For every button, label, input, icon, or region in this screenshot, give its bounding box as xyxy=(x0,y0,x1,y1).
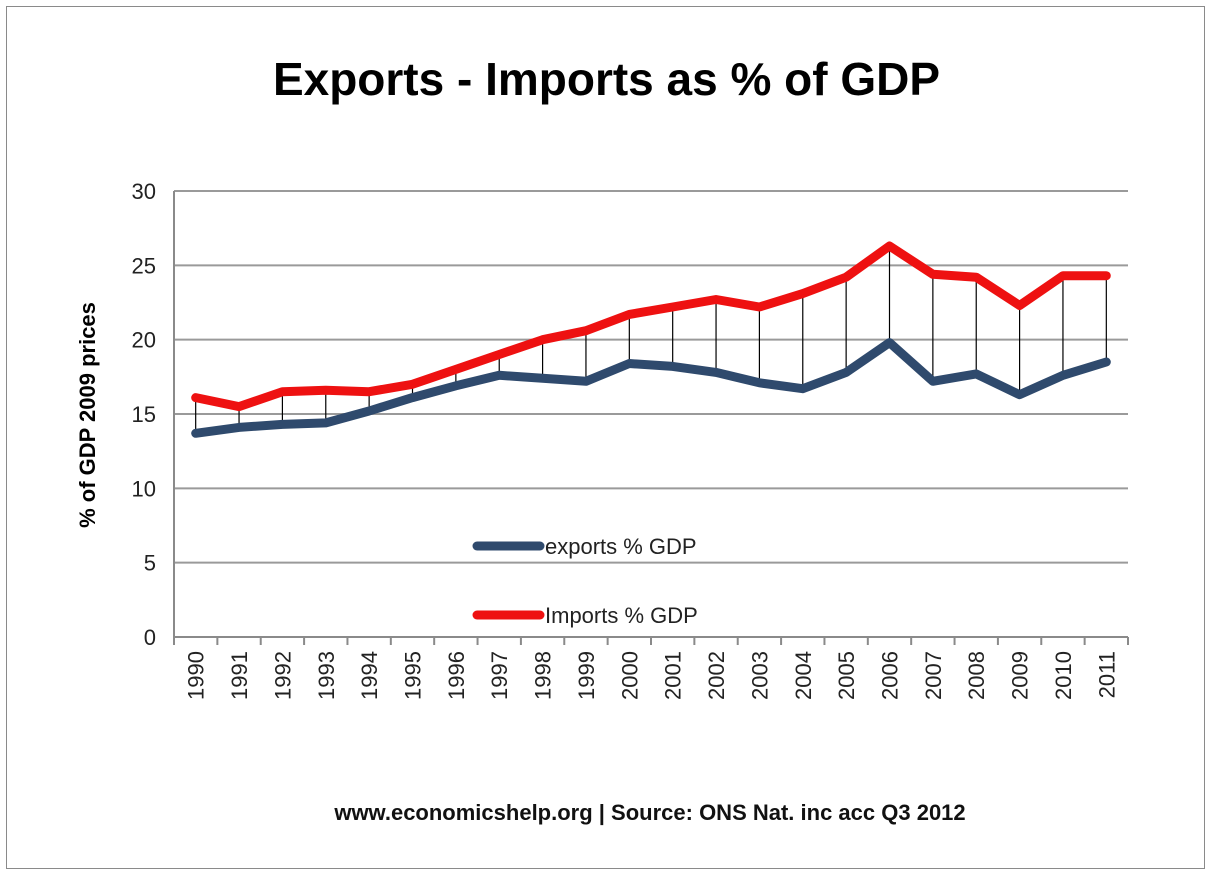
x-tick-label: 2011 xyxy=(1094,651,1119,698)
x-tick-label: 1999 xyxy=(574,651,599,700)
x-tick-label: 2010 xyxy=(1051,651,1076,700)
x-tick-label: 2009 xyxy=(1008,651,1033,700)
x-tick-label: 1998 xyxy=(531,651,556,700)
x-tick-label: 1993 xyxy=(314,651,339,700)
legend-imports-label: Imports % GDP xyxy=(545,603,698,628)
x-tick-label: 1992 xyxy=(270,651,295,700)
x-tick-label: 2000 xyxy=(617,651,642,700)
y-tick-label: 15 xyxy=(132,402,156,427)
y-tick-label: 30 xyxy=(132,179,156,204)
x-tick-label: 1991 xyxy=(227,651,252,700)
legend-exports-label: exports % GDP xyxy=(545,534,697,559)
y-tick-label: 5 xyxy=(144,551,156,576)
x-tick-label: 1990 xyxy=(184,651,209,700)
x-tick-label: 1994 xyxy=(357,651,382,700)
y-tick-label: 20 xyxy=(132,328,156,353)
x-tick-label: 2006 xyxy=(878,651,903,700)
chart-frame xyxy=(6,6,1205,869)
x-tick-label: 2005 xyxy=(834,651,859,700)
exports-series-line xyxy=(191,338,1111,438)
imports-series-line xyxy=(191,241,1111,412)
y-tick-label: 10 xyxy=(132,476,156,501)
x-tick-label: 1995 xyxy=(401,651,426,700)
source-footer: www.economicshelp.org | Source: ONS Nat.… xyxy=(334,800,966,825)
x-tick-label: 2003 xyxy=(747,651,772,700)
x-tick-label: 2001 xyxy=(661,651,686,700)
x-tick-label: 2002 xyxy=(704,651,729,700)
x-tick-label: 1997 xyxy=(487,651,512,700)
x-tick-label: 2007 xyxy=(921,651,946,700)
y-tick-label: 25 xyxy=(132,253,156,278)
chart-title: Exports - Imports as % of GDP xyxy=(272,53,941,105)
x-tick-label: 2004 xyxy=(791,651,816,700)
y-tick-label: 0 xyxy=(144,625,156,650)
x-tick-label: 2008 xyxy=(964,651,989,700)
x-tick-label: 1996 xyxy=(444,651,469,700)
